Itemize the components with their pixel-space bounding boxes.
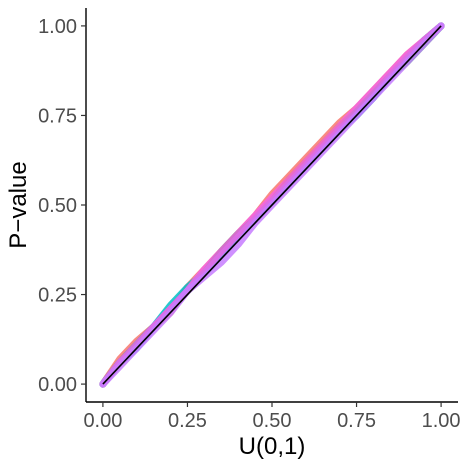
x-axis-ticks: 0.00 0.25 0.50 0.75 1.00 — [83, 402, 461, 432]
y-tick-label: 0.75 — [38, 105, 77, 127]
x-tick-label: 0.00 — [83, 410, 122, 432]
y-axis-title: P−value — [5, 161, 32, 248]
identity-reference-line — [102, 25, 442, 385]
y-tick-label: 0.50 — [38, 195, 77, 217]
y-axis-ticks: 0.00 0.25 0.50 0.75 1.00 — [38, 16, 86, 396]
y-tick-label: 0.25 — [38, 285, 77, 307]
x-axis-title: U(0,1) — [239, 433, 306, 460]
y-tick-label: 1.00 — [38, 16, 77, 38]
x-tick-label: 0.75 — [337, 410, 376, 432]
x-tick-label: 1.00 — [422, 410, 461, 432]
y-tick-label: 0.00 — [38, 374, 77, 396]
x-tick-label: 0.25 — [168, 410, 207, 432]
x-tick-label: 0.50 — [253, 410, 292, 432]
